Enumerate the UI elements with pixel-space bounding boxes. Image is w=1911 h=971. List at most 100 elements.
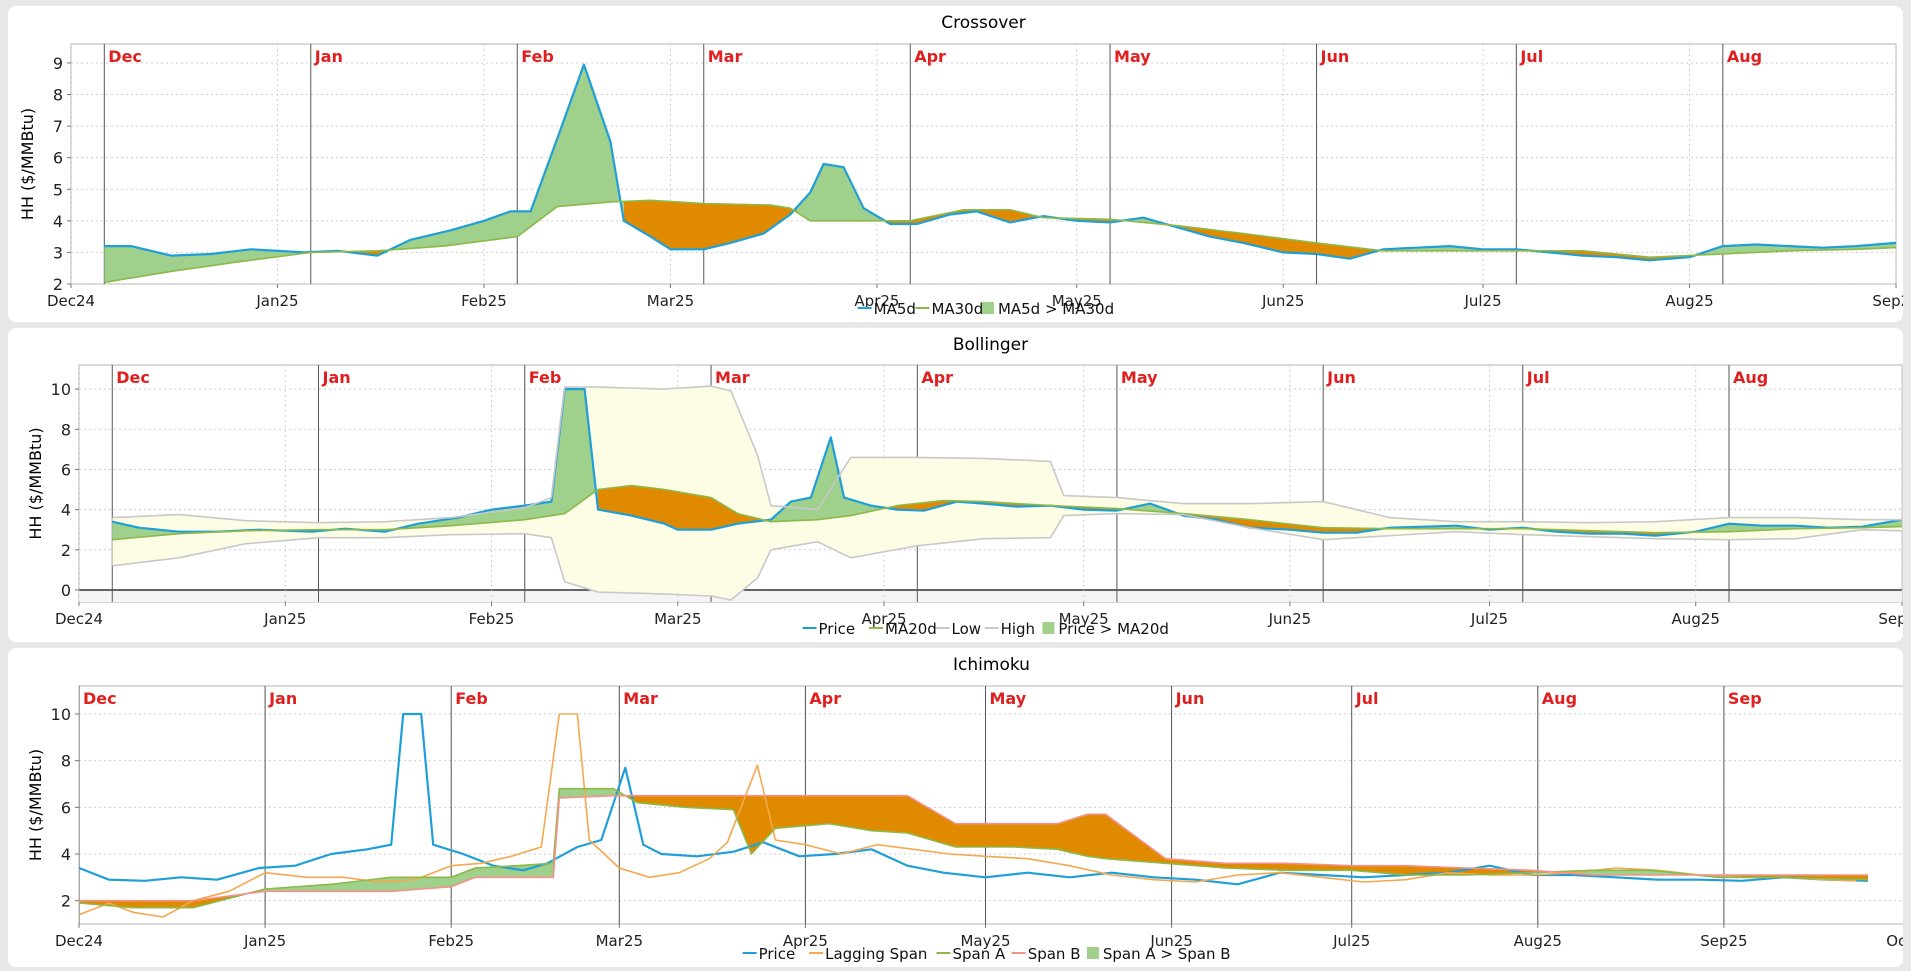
series-line-price (112, 388, 1902, 537)
x-tick-label: Jan25 (243, 932, 286, 950)
series-line-ma30d (104, 199, 1896, 284)
y-tick-label: 8 (61, 420, 71, 439)
legend-swatch-fill (981, 302, 994, 314)
month-marker-label: Dec (108, 47, 142, 66)
month-marker-label: May (1121, 368, 1158, 387)
x-tick-label: May25 (1059, 610, 1109, 628)
month-marker-label: Aug (1542, 689, 1577, 708)
fill-region-positive (112, 521, 276, 540)
x-tick-label: Feb25 (469, 610, 515, 628)
x-tick-label: Jan25 (263, 610, 306, 628)
y-tick-label: 6 (61, 460, 71, 479)
legend-item-label: Price (759, 945, 796, 963)
chart-legend: Price Lagging Span Span A Span B Span A > Sp… (742, 945, 1231, 963)
y-axis-label: HH ($/MMBtu) (26, 427, 45, 539)
y-tick-label: 10 (51, 380, 71, 399)
x-tick-label: Aug25 (1665, 292, 1713, 310)
month-marker-label: Apr (921, 368, 953, 387)
y-tick-label: 6 (53, 149, 63, 168)
x-tick-label: Sep25 (1700, 932, 1747, 950)
fill-region-positive (398, 389, 598, 529)
y-axis-label: HH ($/MMBtu) (18, 108, 37, 220)
fill-region-negative (623, 200, 797, 250)
fill-region-negative (886, 209, 1041, 224)
chart-panel-bollinger: Bollinger 0 2 4 6 8 10 Dec24 Jan25 Feb25 Mar25 Apr2… (8, 328, 1911, 642)
x-tick-label: Jul25 (1463, 292, 1501, 310)
x-tick-label: May25 (960, 932, 1010, 950)
month-marker-label: Dec (116, 368, 150, 387)
chart-svg: Bollinger 0 2 4 6 8 10 Dec24 Jan25 Feb25 Mar25 Apr2… (26, 335, 1911, 638)
series-line-span-b (79, 794, 1868, 902)
x-tick-label: Aug25 (1514, 932, 1562, 950)
legend-item-label: Lagging Span (825, 945, 927, 963)
legend-item-label: MA5d (874, 300, 916, 318)
month-marker-label: Mar (715, 368, 750, 387)
legend-swatch-fill (1086, 947, 1099, 959)
month-marker-label: Jan (268, 689, 297, 708)
y-tick-label: 3 (53, 243, 63, 262)
month-marker-label: Mar (623, 689, 658, 708)
chart-panel-crossover: Crossover 2 3 4 5 6 7 8 9 Dec24 Jan25 Feb25 Mar25 Apr… (8, 6, 1911, 322)
y-tick-label: 6 (61, 798, 71, 817)
x-tick-label: Dec24 (55, 610, 103, 628)
x-tick-label: May25 (1052, 292, 1102, 310)
month-marker-label: Jun (1320, 47, 1350, 66)
x-tick-label: Jun25 (1149, 932, 1193, 950)
chart-legend: MA5d MA30d MA5d > MA30d (857, 300, 1114, 318)
y-tick-label: 9 (53, 54, 63, 73)
legend-item-label: MA20d (885, 620, 937, 638)
fill-region-negative (628, 795, 1553, 875)
chart-svg: Ichimoku 2 4 6 8 10 Dec24 Jan25 Feb25 Mar25 Apr25 M… (26, 655, 1911, 963)
x-tick-label: Sep25 (1872, 292, 1903, 310)
month-marker-label: Sep (1728, 689, 1762, 708)
fill-region-positive (390, 64, 624, 250)
legend-item-label: Price (819, 620, 856, 638)
legend-item-label: Span B (1028, 945, 1081, 963)
x-tick-label: Apr25 (854, 292, 899, 310)
month-marker-label: Apr (914, 47, 946, 66)
month-marker-label: Aug (1727, 47, 1762, 66)
x-tick-label: Jan25 (255, 292, 298, 310)
month-marker-label: Jul (1355, 689, 1379, 708)
series-line-ma20d (112, 484, 1902, 541)
y-tick-label: 8 (61, 752, 71, 771)
y-tick-label: 4 (61, 501, 71, 520)
series-line-low (112, 512, 1902, 601)
month-marker-label: Mar (708, 47, 743, 66)
x-tick-label: Oct2 (1886, 932, 1903, 950)
fill-region-negative (1170, 224, 1380, 259)
chart-panel-ichimoku: Ichimoku 2 4 6 8 10 Dec24 Jan25 Feb25 Mar25 Apr25 M… (8, 648, 1911, 967)
legend-swatch-fill (1042, 622, 1055, 634)
x-tick-label: Jun25 (1261, 292, 1305, 310)
chart-title: Ichimoku (953, 655, 1030, 675)
y-tick-label: 4 (53, 212, 63, 231)
month-marker-label: Feb (529, 368, 562, 387)
fill-region-negative (887, 500, 1051, 511)
month-marker-label: Jan (322, 368, 351, 387)
x-tick-label: Jun25 (1268, 610, 1312, 628)
y-tick-label: 5 (53, 180, 63, 199)
chart-title: Bollinger (953, 335, 1028, 355)
legend-item-label: MA30d (931, 300, 983, 318)
legend-item-label: Price > MA20d (1058, 620, 1169, 638)
month-marker-label: Aug (1733, 368, 1768, 387)
month-marker-label: May (989, 689, 1026, 708)
x-tick-label: Mar25 (596, 932, 643, 950)
legend-item-label: MA5d > MA30d (998, 300, 1114, 318)
month-marker-label: May (1114, 47, 1151, 66)
legend-item-label: High (1001, 620, 1035, 638)
y-tick-label: 7 (53, 117, 63, 136)
series-line-high (112, 385, 1902, 524)
legend-item-label: Span A > Span B (1103, 945, 1231, 963)
x-tick-label: Aug25 (1672, 610, 1720, 628)
y-tick-label: 2 (53, 275, 63, 294)
y-tick-label: 2 (61, 892, 71, 911)
y-tick-label: 0 (61, 581, 71, 600)
fill-region-positive (797, 164, 887, 222)
month-marker-label: Feb (455, 689, 488, 708)
month-marker-label: Apr (809, 689, 841, 708)
month-marker-label: Jun (1175, 689, 1205, 708)
y-tick-label: 4 (61, 845, 71, 864)
chart-title: Crossover (941, 13, 1026, 33)
